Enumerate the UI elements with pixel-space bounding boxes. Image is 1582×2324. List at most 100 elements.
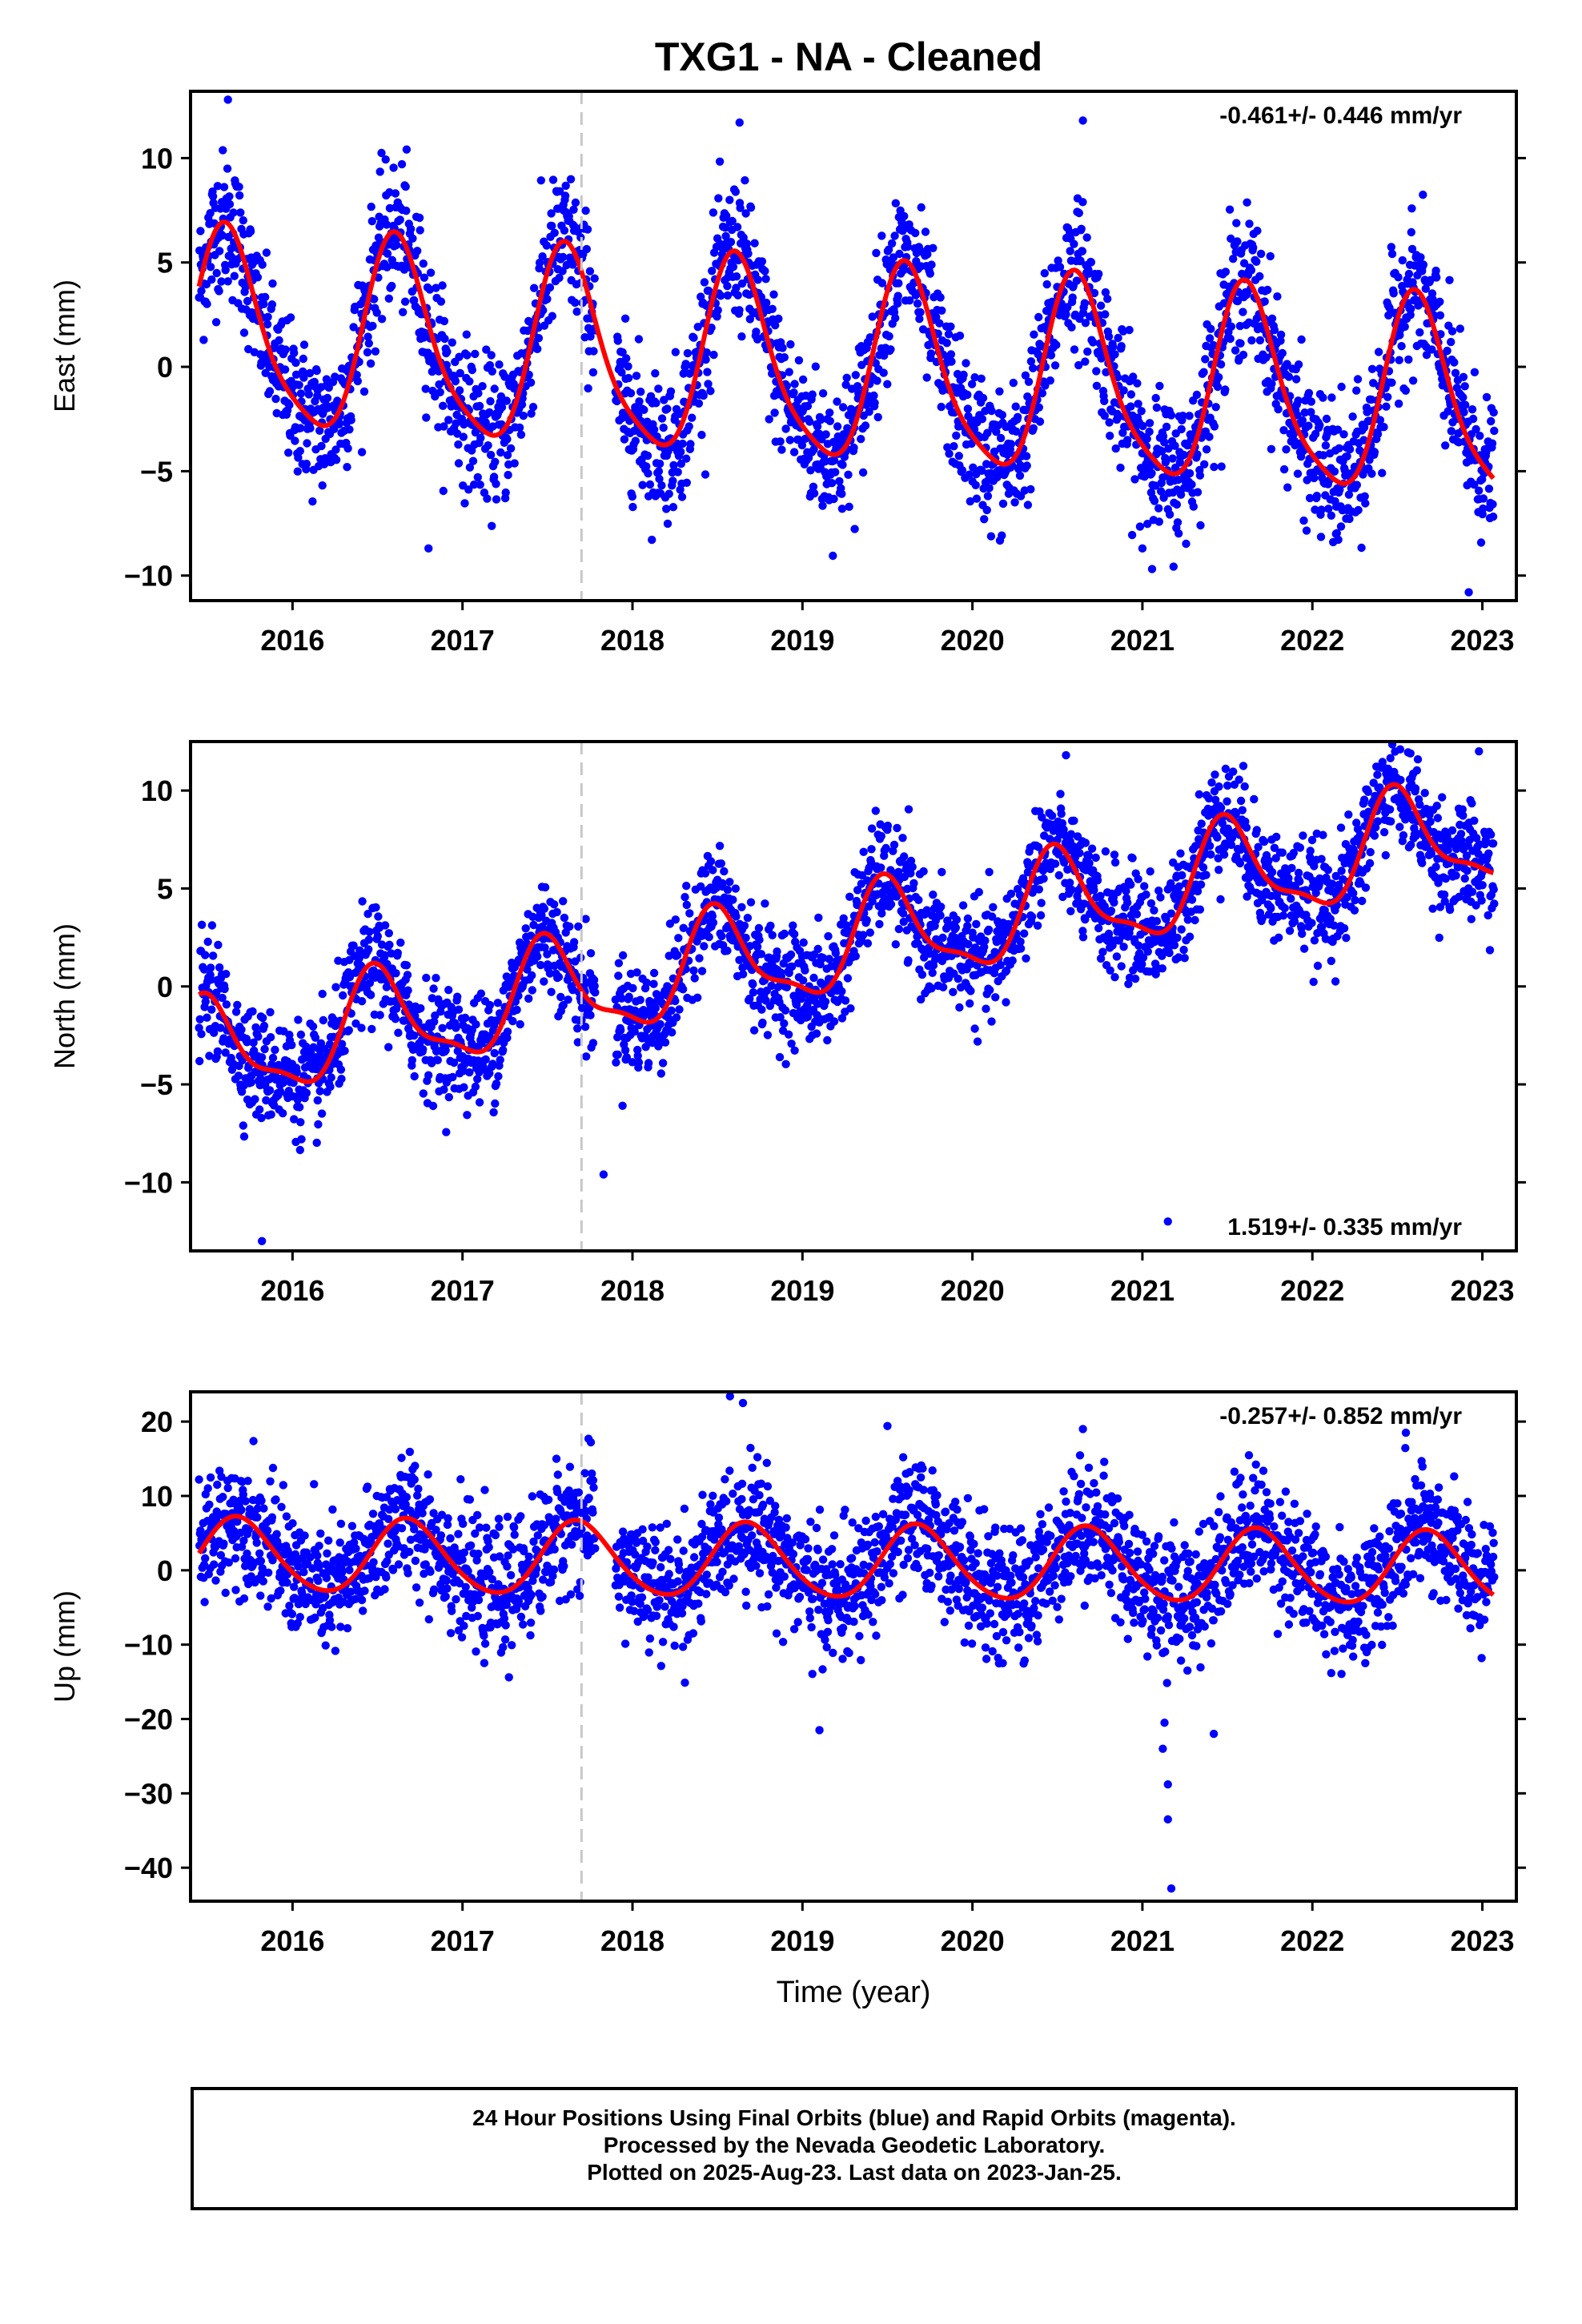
data-point	[765, 415, 773, 424]
data-point	[755, 935, 764, 944]
data-point	[973, 1037, 982, 1046]
data-point	[1066, 247, 1074, 255]
data-point	[635, 397, 644, 406]
data-point	[769, 290, 778, 299]
data-point	[753, 943, 762, 951]
data-point	[403, 971, 412, 979]
plot-frame	[189, 90, 1518, 602]
data-point	[1245, 219, 1254, 228]
data-point	[721, 231, 730, 241]
data-point	[213, 182, 223, 191]
data-point	[424, 1071, 433, 1080]
data-point	[236, 208, 245, 217]
data-point	[966, 999, 974, 1008]
data-point	[548, 312, 556, 320]
data-point	[841, 996, 850, 1005]
data-point	[883, 380, 892, 388]
data-point	[679, 369, 688, 378]
data-point	[900, 211, 909, 221]
data-point	[344, 1026, 353, 1035]
data-point	[542, 241, 551, 250]
data-point	[1456, 324, 1465, 333]
data-point	[476, 433, 485, 443]
data-point	[1098, 947, 1107, 956]
data-point	[869, 391, 878, 400]
data-point	[1156, 487, 1166, 496]
data-point	[473, 1075, 482, 1084]
data-point	[868, 312, 877, 321]
data-point	[528, 403, 538, 412]
data-point	[281, 345, 290, 354]
data-point	[385, 203, 395, 213]
data-point	[813, 422, 822, 431]
data-point	[215, 287, 223, 296]
data-point	[453, 992, 462, 1001]
x-tick-label: 2018	[600, 624, 665, 657]
data-point	[336, 1065, 346, 1074]
data-point	[1021, 371, 1030, 380]
data-point	[674, 934, 683, 943]
data-point	[1460, 382, 1469, 391]
data-point	[1443, 346, 1452, 356]
data-point	[1066, 227, 1074, 237]
data-point	[357, 1023, 366, 1032]
data-point	[215, 247, 224, 255]
data-point	[1335, 444, 1343, 452]
data-point	[845, 892, 854, 902]
data-point	[811, 362, 820, 371]
data-point	[717, 250, 727, 259]
data-point	[682, 882, 691, 891]
data-point	[1162, 422, 1171, 432]
data-point	[259, 1021, 269, 1031]
data-point	[816, 416, 825, 424]
data-point	[861, 421, 870, 430]
data-point	[1036, 911, 1046, 920]
data-point	[1146, 867, 1154, 876]
data-point	[1117, 342, 1126, 351]
data-point	[1205, 432, 1214, 441]
data-point	[871, 806, 881, 815]
data-point	[884, 245, 893, 254]
y-tick-label: 5	[157, 247, 173, 279]
data-point	[561, 181, 570, 191]
data-point	[422, 413, 431, 422]
data-point	[1066, 907, 1075, 916]
data-point	[661, 1038, 670, 1047]
data-point	[806, 466, 815, 475]
data-point	[754, 923, 764, 933]
data-point	[987, 406, 996, 416]
data-point	[566, 175, 576, 183]
data-point	[1147, 565, 1157, 573]
data-point	[955, 1003, 964, 1012]
data-point	[1319, 393, 1327, 402]
data-point	[831, 948, 841, 958]
data-point	[296, 424, 305, 432]
data-point	[651, 1003, 660, 1013]
data-point	[738, 970, 748, 979]
data-point	[741, 176, 749, 185]
data-point	[732, 272, 741, 281]
data-point	[543, 950, 552, 959]
data-point	[867, 845, 876, 854]
data-point-outlier	[1078, 116, 1087, 125]
data-point	[662, 505, 671, 513]
data-point	[1278, 348, 1287, 358]
data-point	[1311, 429, 1320, 439]
data-point	[448, 1072, 457, 1082]
data-point	[952, 915, 962, 924]
data-point	[469, 480, 479, 489]
data-point	[1276, 330, 1286, 340]
data-point	[1074, 208, 1084, 218]
data-point	[267, 300, 277, 309]
data-point	[515, 423, 524, 432]
data-point	[394, 1028, 403, 1037]
data-point	[1094, 269, 1103, 279]
data-point	[308, 497, 317, 506]
data-point	[913, 299, 922, 308]
data-point	[347, 416, 355, 424]
data-point	[626, 388, 636, 398]
data-point	[1330, 467, 1339, 476]
data-point	[1407, 227, 1416, 237]
data-point	[571, 198, 580, 207]
data-point	[1267, 444, 1276, 453]
